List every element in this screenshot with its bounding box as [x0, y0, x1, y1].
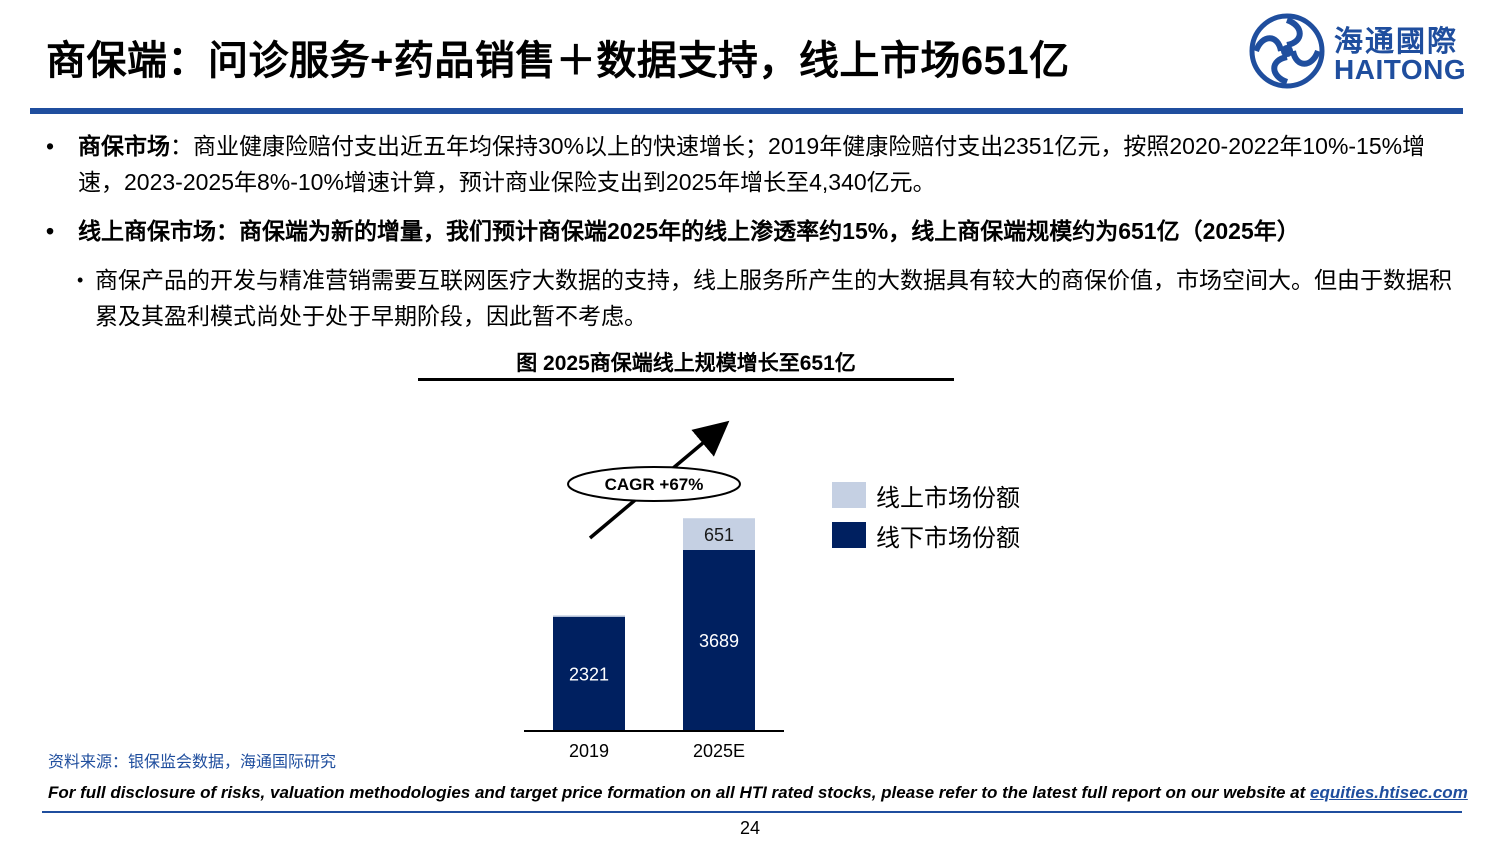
bar-online-segment: [553, 615, 625, 617]
sub-bullet-big-data: • 商保产品的开发与精准营销需要互联网医疗大数据的支持，线上服务所产生的大数据具…: [77, 262, 1460, 334]
figure-title-underline: [418, 378, 954, 381]
disclaimer: For full disclosure of risks, valuation …: [48, 783, 1468, 803]
bullet-online-insurance: • 线上商保市场：商保端为新的增量，我们预计商保端2025年的线上渗透率约15%…: [46, 213, 1458, 249]
bar-data-label: 651: [704, 525, 734, 545]
bar-data-label: 3689: [699, 631, 739, 651]
website-link[interactable]: equities.htisec.com: [1310, 783, 1468, 802]
haitong-logo: 海通國際 HAITONG: [1248, 12, 1468, 90]
cagr-label: CAGR +67%: [605, 475, 704, 494]
page-number: 24: [739, 818, 761, 838]
header-divider: [30, 108, 1463, 114]
bullet-dot-icon: •: [46, 133, 55, 159]
sub-bullet-dot-icon: •: [77, 270, 84, 290]
x-tick-label: 2025E: [693, 741, 745, 761]
logo-text-cn: 海通國際: [1334, 26, 1459, 58]
page-title: 商保端：问诊服务+药品销售＋数据支持，线上市场651亿: [46, 39, 1070, 83]
figure-title: 图 2025商保端线上规模增长至651亿: [516, 352, 856, 375]
legend-label: 线上市场份额: [876, 485, 1020, 512]
legend-swatch: [832, 482, 866, 508]
legend-label: 线下市场份额: [876, 525, 1020, 552]
bar-offline-segment: [553, 616, 625, 730]
sub-bullet-text: 商保产品的开发与精准营销需要互联网医疗大数据的支持，线上服务所产生的大数据具有较…: [95, 267, 1452, 329]
bar-online-segment: [683, 518, 755, 550]
bullet-dot-icon: •: [46, 218, 55, 244]
bar-offline-segment: [683, 550, 755, 730]
cagr-ellipse: [567, 466, 741, 502]
legend-swatch: [832, 522, 866, 548]
haitong-emblem-icon: [1249, 13, 1325, 89]
disclaimer-text: For full disclosure of risks, valuation …: [48, 783, 1311, 802]
bar-data-label: 2321: [569, 664, 609, 684]
x-tick-label: 2019: [569, 741, 609, 761]
stacked-bar-chart: CAGR +67% 2321 3689 651 2019 2025E: [524, 420, 784, 761]
bullet-text: ：商业健康险赔付支出近五年均保持30%以上的快速增长；2019年健康险赔付支出2…: [78, 133, 1426, 195]
logo-text-en: HAITONG: [1334, 54, 1467, 85]
bullet-commercial-insurance: • 商保市场：商业健康险赔付支出近五年均保持30%以上的快速增长；2019年健康…: [46, 128, 1458, 200]
footer-divider: [42, 811, 1462, 813]
bullet-label: 商保市场: [78, 133, 170, 159]
bullet-text: 线上商保市场：商保端为新的增量，我们预计商保端2025年的线上渗透率约15%，线…: [78, 218, 1300, 244]
source-note: 资料来源：银保监会数据，海通国际研究: [48, 754, 337, 771]
